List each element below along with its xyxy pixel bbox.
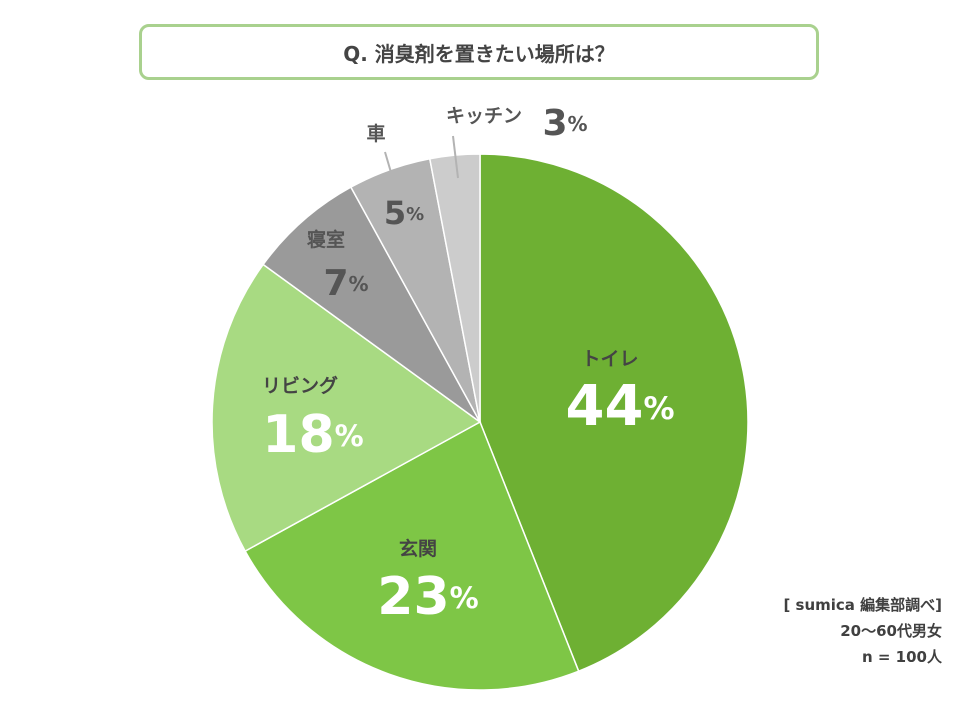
slice-label-4: 車 (366, 122, 385, 145)
slice-label-1: 玄関 (399, 537, 437, 560)
slice-value-0: 44% (566, 374, 675, 439)
slice-value-2: 18% (262, 405, 363, 465)
source-line-sample: n = 100人 (861, 648, 942, 666)
leader-line-4 (384, 151, 396, 187)
slice-label-2: リビング (262, 374, 338, 397)
slice-value-3: 7% (323, 263, 368, 304)
slice-label-3: 寝室 (307, 228, 345, 251)
chart-title-text: Q. 消臭剤を置きたい場所は？ (343, 41, 615, 66)
slice-label-0: トイレ (581, 348, 638, 370)
pie-slice-0 (479, 153, 749, 673)
slice-value-5: 3% (542, 103, 587, 144)
slice-value-1: 23% (377, 567, 478, 627)
leader-line-5 (452, 135, 459, 179)
pie-slice-2 (211, 263, 482, 553)
slice-value-4: 5% (384, 194, 424, 232)
slice-label-5: キッチン (446, 105, 522, 127)
pie-slice-1 (244, 420, 580, 691)
chart-title: Q. 消臭剤を置きたい場所は？ (139, 24, 819, 80)
pie-slice-3 (262, 186, 481, 423)
source-line-survey: [ sumica 編集部調べ] (783, 596, 942, 614)
source-note: [ sumica 編集部調べ] 20〜60代男女 n = 100人 (783, 592, 942, 670)
source-line-demographic: 20〜60代男女 (840, 622, 942, 640)
